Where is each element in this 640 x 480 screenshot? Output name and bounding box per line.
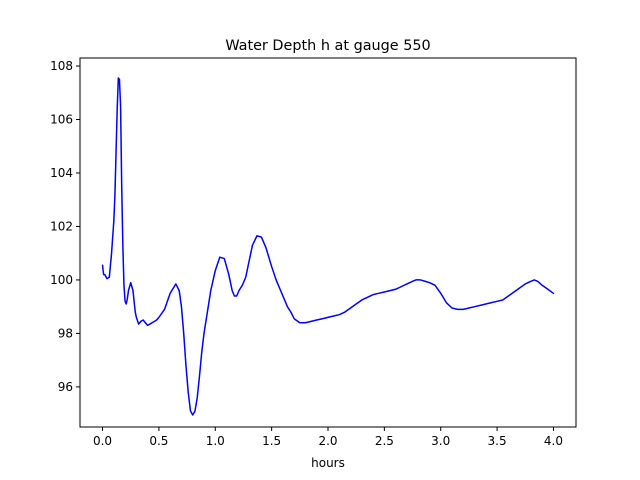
- y-tick-label: 106: [50, 113, 73, 127]
- chart-title: Water Depth h at gauge 550: [225, 38, 430, 54]
- plot-frame: [79, 57, 577, 428]
- x-tick-label: 0.0: [93, 434, 112, 448]
- x-tick-label: 0.5: [149, 434, 168, 448]
- y-axis-ticks: 96 98 100 102 104 106 108: [50, 59, 80, 394]
- y-tick-label: 100: [50, 273, 73, 287]
- y-tick-label: 104: [50, 166, 73, 180]
- x-tick-label: 2.0: [318, 434, 337, 448]
- x-tick-label: 1.5: [262, 434, 281, 448]
- series-line-0: [101, 77, 555, 416]
- y-tick-label: 96: [58, 380, 73, 394]
- x-axis-label: hours: [311, 456, 345, 470]
- x-tick-label: 3.5: [488, 434, 507, 448]
- x-tick-label: 1.0: [206, 434, 225, 448]
- x-tick-label: 2.5: [375, 434, 394, 448]
- plot-area: [101, 77, 555, 416]
- x-axis-ticks: 0.0 0.5 1.0 1.5 2.0 2.5 3.0 3.5 4.0: [93, 427, 563, 448]
- x-tick-label: 3.0: [431, 434, 450, 448]
- y-tick-label: 98: [58, 326, 73, 340]
- y-tick-label: 102: [50, 219, 73, 233]
- x-tick-label: 4.0: [544, 434, 563, 448]
- y-tick-label: 108: [50, 59, 73, 73]
